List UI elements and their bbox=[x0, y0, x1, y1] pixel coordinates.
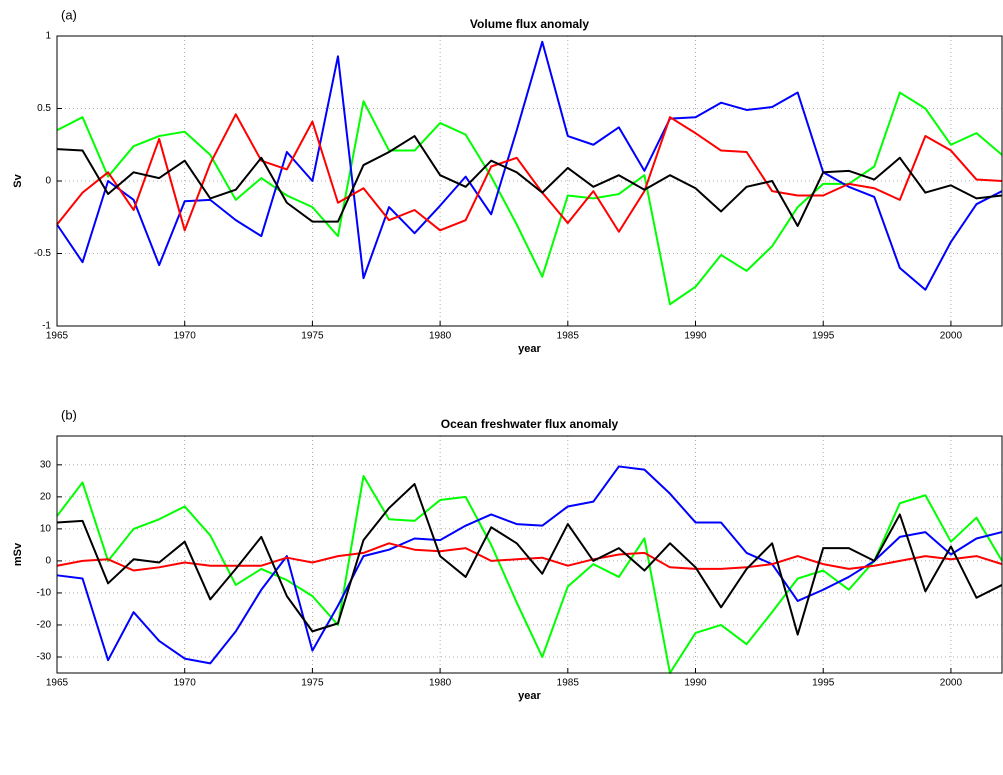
y-tick-label: 0 bbox=[45, 556, 51, 567]
y-tick-label: 20 bbox=[40, 491, 52, 502]
data-line bbox=[56, 465, 1003, 665]
plot-frame bbox=[56, 435, 1003, 674]
x-tick-label: 1985 bbox=[557, 678, 580, 689]
plot-area bbox=[57, 436, 1002, 673]
x-tick-label: 1985 bbox=[557, 331, 580, 342]
y-tick-label: -0.5 bbox=[34, 248, 52, 259]
panel-label: (b) bbox=[61, 407, 77, 422]
plot-frame bbox=[56, 35, 1003, 327]
y-tick-label: 1 bbox=[45, 31, 51, 42]
data-line bbox=[56, 135, 1003, 227]
y-tick-label: -30 bbox=[37, 652, 52, 663]
x-tick-label: 1995 bbox=[812, 331, 835, 342]
x-tick-label: 1975 bbox=[301, 331, 324, 342]
x-tick-label: 1970 bbox=[174, 678, 197, 689]
y-tick-label: 10 bbox=[40, 524, 52, 535]
y-tick-label: -10 bbox=[37, 588, 52, 599]
data-line bbox=[56, 483, 1003, 636]
x-tick-label: 1980 bbox=[429, 678, 452, 689]
chart-title: Ocean freshwater flux anomaly bbox=[441, 417, 619, 431]
y-tick-label: 30 bbox=[40, 459, 52, 470]
x-axis-label: year bbox=[518, 690, 541, 702]
x-tick-label: 1965 bbox=[46, 331, 69, 342]
y-axis-label: mSv bbox=[12, 542, 24, 566]
x-tick-label: 1980 bbox=[429, 331, 452, 342]
x-tick-label: 1995 bbox=[812, 678, 835, 689]
x-tick-label: 1975 bbox=[301, 678, 324, 689]
x-tick-label: 1990 bbox=[684, 331, 707, 342]
y-tick-label: 0 bbox=[45, 176, 51, 187]
x-tick-label: 2000 bbox=[940, 331, 963, 342]
x-axis-label: year bbox=[518, 343, 541, 355]
x-tick-label: 2000 bbox=[940, 678, 963, 689]
y-tick-label: -20 bbox=[37, 620, 52, 631]
data-line bbox=[56, 40, 1003, 291]
x-tick-label: 1990 bbox=[684, 678, 707, 689]
y-axis-label: Sv bbox=[12, 173, 24, 187]
y-tick-label: 0.5 bbox=[37, 103, 51, 114]
x-tick-label: 1970 bbox=[174, 331, 197, 342]
panel-label: (a) bbox=[61, 7, 77, 22]
y-tick-label: -1 bbox=[42, 321, 51, 332]
data-line bbox=[56, 475, 1003, 674]
chart-title: Volume flux anomaly bbox=[470, 17, 589, 31]
data-line bbox=[56, 113, 1003, 233]
x-tick-label: 1965 bbox=[46, 678, 69, 689]
